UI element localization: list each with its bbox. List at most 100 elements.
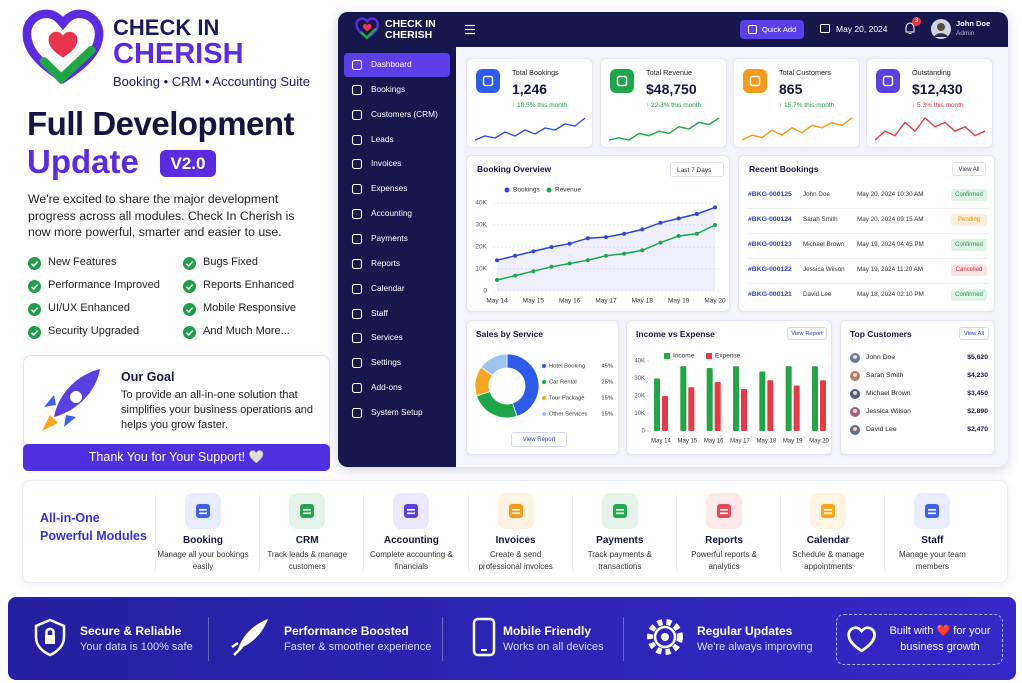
module-icon [185,493,221,529]
quick-add-button[interactable]: Quick Add [740,20,804,39]
check-circle [28,326,41,339]
check-tick [30,283,39,291]
status-badge: Confirmed [951,239,987,251]
legend-swatch [664,353,670,359]
customer-name: Jessica Wilson [803,266,845,273]
sparkline [741,117,853,141]
series-point [676,234,681,238]
module-divider [467,495,469,571]
logo-heart-outer [355,17,380,40]
nav-item[interactable]: Payments [344,227,450,251]
nav-item[interactable]: Bookings [344,78,450,102]
footer-title: Performance Boosted [284,624,409,638]
glyph-detail [511,512,520,515]
logo-group [22,9,104,85]
stat-label: Total Customers [779,68,831,77]
nav-icon [351,184,363,195]
footer-subtitle: Faster & smoother experience [284,641,432,653]
nav-icon [351,383,363,394]
donut-segment [476,391,518,419]
booking-id: #BKG-000125 [748,190,792,198]
nav-item[interactable]: Add-ons [344,376,450,400]
nav-item[interactable]: Staff [344,302,450,326]
glyph-detail [303,512,312,515]
value-label: 25% [601,380,613,386]
nav-item[interactable]: Expenses [344,177,450,201]
module-name: Staff [921,535,944,546]
status-badge: Pending [951,214,987,226]
nav-item[interactable]: Accounting [344,202,450,226]
card-title: Top Customers [850,329,912,339]
nav-item[interactable]: Reports [344,252,450,276]
nav-icon-shape [351,358,363,369]
avatar-face [853,409,857,413]
view-report-button[interactable]: View Report [511,432,567,447]
nav-label: Customers (CRM) [371,108,438,119]
series-point [549,245,554,249]
module-glyph [717,504,731,518]
stat-value: 1,246 [512,81,548,97]
avatar-face [853,373,857,377]
booking-datetime: May 18, 2024 02:10 PM [857,291,924,298]
donut-chart: Hotel Booking 45% Car Rental 25% Tour Packag… [474,353,613,419]
line-chart: 0 10K 20K 30K 40K May 14 May 15 May 16 May 17 May… [475,187,726,305]
nav-icon-shape [351,383,363,394]
module-icon [289,493,326,529]
legend-label: Tour Package [549,396,584,402]
glyph [821,504,836,518]
legend-label: Hotel Booking [549,364,585,370]
avatar-face [853,391,857,395]
nav-item[interactable]: Customers (CRM) [344,103,450,127]
nav-item[interactable]: Settings [344,351,450,375]
module-description: Complete accounting & financials [370,550,453,571]
stat-change: ↓ 5.3% this month [912,102,964,109]
stat-card: Outstanding $12,430 ↓ 5.3% this month [866,58,993,148]
range-select[interactable]: Last 7 Days [670,162,724,177]
x-tick-label: May 18 [632,298,654,305]
view-report-button[interactable]: View Report [787,327,827,340]
stat-value: $12,430 [912,81,963,97]
footer-subtitle: Your data is 100% safe [80,641,193,653]
sparkline [608,117,720,141]
view-all-button[interactable]: View All [959,327,989,340]
customer-name: Michael Brown [866,390,911,397]
gear-teeth [647,619,683,655]
series-point [604,235,608,240]
logo-icon [22,9,104,85]
footer-subtitle: We're always improving [697,641,813,653]
glyph-detail [199,509,207,511]
module-icon [706,493,742,529]
view-all-button[interactable]: View All [952,162,986,176]
booking-overview-card: Booking Overview Last 7 Days 0 10K 20K 30K 40K… [466,155,730,312]
nav-item[interactable]: Calendar [344,277,450,301]
support-button[interactable]: Thank You for Your Support! 🤍 [23,444,330,471]
heart-icon [847,626,876,653]
glyph-detail [720,509,728,511]
stat-label: Total Revenue [646,68,692,77]
footer-divider [208,617,209,661]
nav-item[interactable]: System Setup [344,401,450,425]
legend-swatch [542,396,546,400]
nav-icon-shape [351,258,363,269]
module-description: Manage your team members [899,550,966,571]
bar [733,366,739,431]
series-point [495,278,499,282]
x-tick-label: May 18 [756,439,776,445]
avatar-body [934,33,948,37]
nav-icon-shape [351,184,363,195]
glyph-detail [303,509,312,511]
footer-icon [472,617,496,657]
stat-icon-glyph [882,75,894,87]
customer-amount: $2,890 [967,408,988,415]
customer-name: Jessica Wilson [866,408,911,415]
nav-item[interactable]: Dashboard [344,53,450,77]
bar [662,396,668,431]
logo-heart-outer [22,9,104,84]
plus-icon [748,25,757,34]
nav-label: Reports [371,257,401,268]
nav-item[interactable]: Invoices [344,152,450,176]
legend-label: Revenue [555,187,581,194]
nav-item[interactable]: Leads [344,128,450,152]
nav-item[interactable]: Services [344,326,450,350]
y-tick-label: 30K [475,222,487,229]
